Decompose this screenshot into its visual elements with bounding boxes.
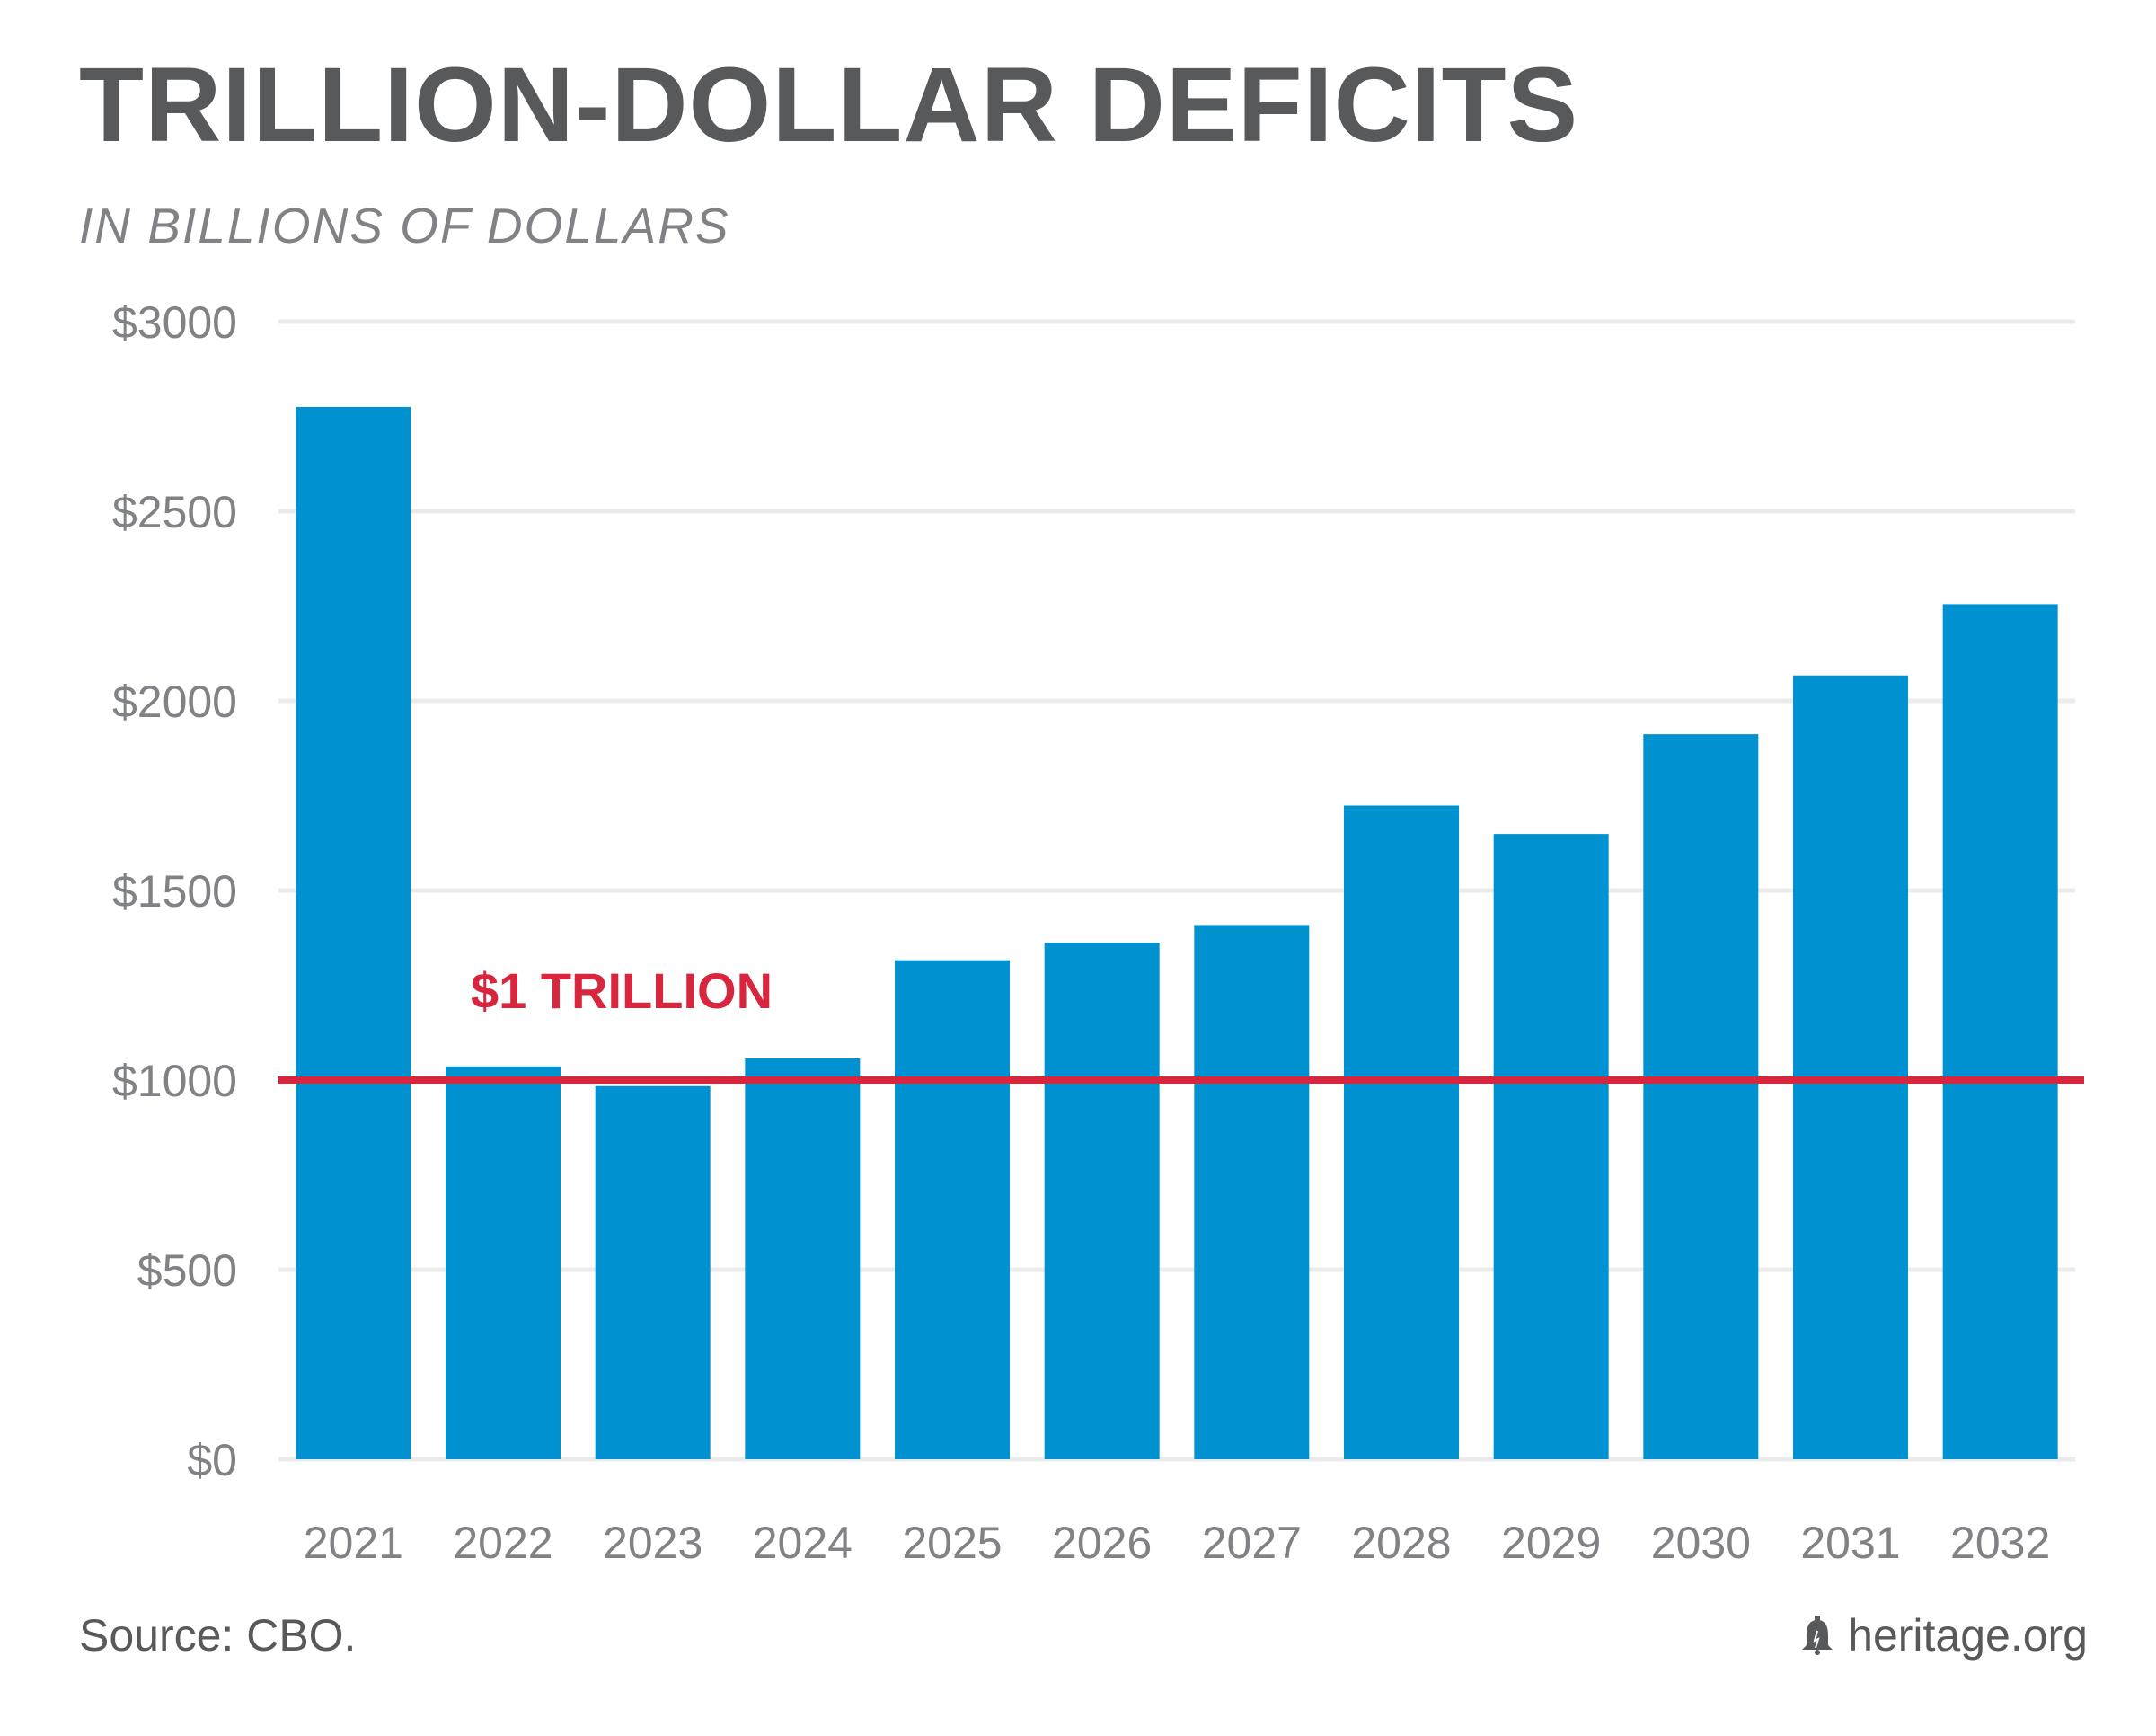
brand: heritage.org [1799,1608,2088,1662]
x-tick-label: 2023 [603,1518,702,1568]
y-tick-label: $2000 [112,677,237,727]
y-tick-label: $1000 [112,1056,237,1106]
bar-2032 [1942,604,2058,1459]
chart-title: TRILLION-DOLLAR DEFICITS [79,46,1579,164]
y-tick-label: $500 [137,1245,237,1296]
x-tick-label: 2027 [1202,1518,1302,1568]
brand-label: heritage.org [1848,1610,2088,1661]
x-tick-label: 2028 [1351,1518,1451,1568]
bar-2025 [895,960,1010,1459]
bars [296,406,2058,1460]
source-note: Source: CBO. [79,1610,357,1661]
y-tick-label: $1500 [112,866,237,917]
bar-2030 [1643,734,1759,1459]
x-tick-label: 2021 [304,1518,403,1568]
y-tick-label: $3000 [112,297,237,348]
x-tick-label: 2025 [902,1518,1002,1568]
bar-2031 [1793,675,1908,1459]
y-tick-label: $0 [187,1435,237,1485]
x-tick-label: 2030 [1651,1518,1751,1568]
bar-2027 [1194,925,1310,1459]
reference-line-group: $1 TRILLION [278,962,2084,1084]
y-axis-ticks: $0 $500 $1000 $1500 $2000 $2500 $3000 [112,297,237,1485]
bar-2026 [1044,943,1160,1459]
x-tick-label: 2024 [753,1518,853,1568]
x-tick-label: 2031 [1800,1518,1900,1568]
bar-2028 [1344,805,1459,1459]
bar-2029 [1493,834,1609,1459]
liberty-bell-icon [1802,1616,1833,1655]
reference-line-label: $1 TRILLION [471,962,773,1019]
bar-2023 [595,1085,711,1459]
x-axis-ticks: 2021 2022 2023 2024 2025 2026 2027 2028 2029 2030… [304,1518,2051,1568]
y-tick-label: $2500 [112,487,237,537]
bar-2022 [446,1066,561,1459]
bar-2021 [296,406,411,1460]
x-tick-label: 2022 [453,1518,552,1568]
x-tick-label: 2032 [1950,1518,2050,1568]
chart-subtitle: IN BILLIONS OF DOLLARS [79,198,730,253]
bar-2024 [745,1058,861,1459]
x-tick-label: 2026 [1052,1518,1152,1568]
x-tick-label: 2029 [1501,1518,1601,1568]
